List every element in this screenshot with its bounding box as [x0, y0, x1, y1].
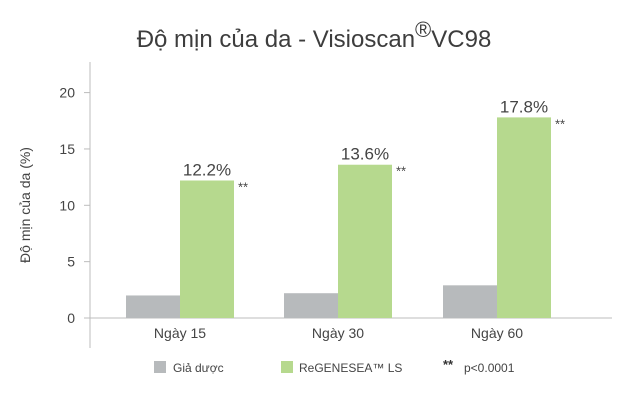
- y-tick-label: 20: [59, 85, 75, 101]
- x-tick-label: Ngày 60: [471, 325, 523, 341]
- legend-swatch-placebo: [154, 361, 166, 373]
- y-tick-label: 5: [67, 254, 75, 270]
- bar-placebo: [284, 293, 338, 318]
- bar-data-label: 17.8%: [500, 97, 548, 116]
- x-tick-label: Ngày 15: [154, 325, 206, 341]
- significance-marker: **: [396, 164, 406, 179]
- bar-data-label: 12.2%: [183, 161, 231, 180]
- bar-regenesea: [497, 117, 551, 318]
- bar-placebo: [443, 285, 497, 318]
- legend-note-symbol: **: [443, 357, 454, 372]
- chart-title: Độ mịn của da - Visioscan®VC98: [137, 17, 492, 53]
- legend-label-placebo: Giả dược: [173, 361, 224, 375]
- legend-swatch-regenesea: [281, 361, 293, 373]
- legend-label-regenesea: ReGENESEA™ LS: [299, 361, 402, 375]
- significance-marker: **: [555, 116, 565, 131]
- y-axis-label: Độ mịn của da (%): [17, 147, 33, 263]
- legend-note-text: p<0.0001: [464, 361, 515, 375]
- y-tick-label: 15: [59, 141, 75, 157]
- x-tick-label: Ngày 30: [312, 325, 364, 341]
- bar-regenesea: [180, 180, 234, 318]
- bar-placebo: [126, 295, 180, 318]
- bar-regenesea: [338, 164, 392, 318]
- y-tick-label: 0: [67, 310, 75, 326]
- significance-marker: **: [238, 180, 248, 195]
- bar-data-label: 13.6%: [341, 145, 389, 164]
- y-tick-label: 10: [59, 197, 75, 213]
